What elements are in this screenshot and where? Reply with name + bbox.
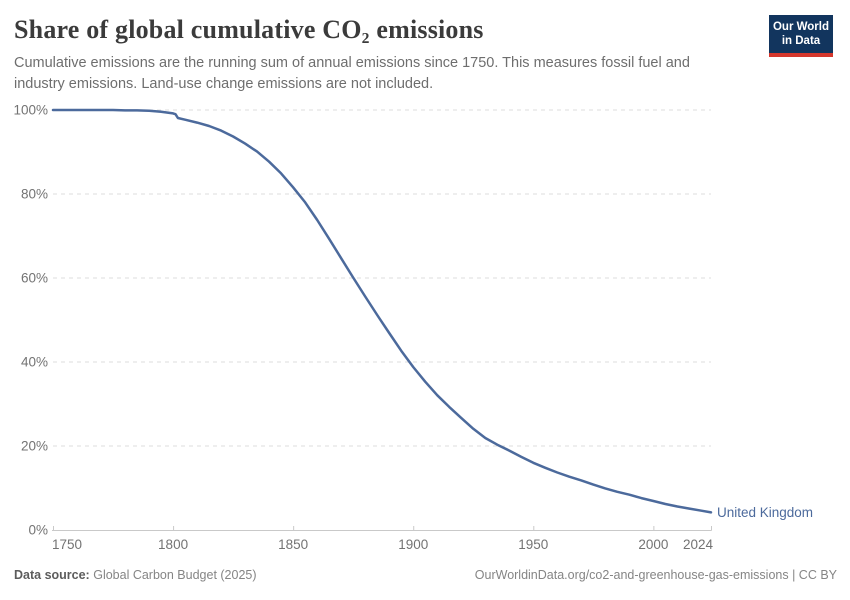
x-axis-tick-label-1950: 1950 bbox=[518, 537, 548, 552]
y-axis-tick-label-40: 40% bbox=[21, 355, 48, 370]
y-axis-tick-label-100: 100% bbox=[13, 103, 48, 118]
y-axis-tick-label-20: 20% bbox=[21, 439, 48, 454]
page-title: Share of global cumulative CO₂ emissions bbox=[14, 15, 484, 44]
page-subtitle: Cumulative emissions are the running sum… bbox=[14, 55, 690, 93]
owid-logo-line2: in Data bbox=[781, 35, 821, 48]
y-axis-tick-label-0: 0% bbox=[28, 523, 48, 538]
series-line-united-kingdom bbox=[51, 108, 713, 514]
owid-logo-line1: Our World bbox=[772, 21, 829, 33]
x-axis-tick-label-1900: 1900 bbox=[398, 537, 428, 552]
x-axis-tick-label-1850: 1850 bbox=[278, 537, 308, 552]
credit-link[interactable]: OurWorldinData.org/co2-and-greenhouse-ga… bbox=[474, 568, 837, 582]
x-axis-tick-label-2024: 2024 bbox=[683, 537, 714, 552]
x-axis-tick-label-1750: 1750 bbox=[52, 537, 82, 552]
y-axis-tick-label-80: 80% bbox=[21, 187, 48, 202]
x-axis-tick-label-2000: 2000 bbox=[638, 537, 668, 552]
series-label-united-kingdom: United Kingdom bbox=[717, 505, 813, 520]
data-source-value: Global Carbon Budget (2025) bbox=[93, 568, 257, 582]
owid-logo[interactable]: Our World in Data bbox=[769, 15, 833, 57]
data-source-label: Data source: bbox=[14, 568, 90, 582]
y-axis-tick-label-60: 60% bbox=[21, 271, 48, 286]
data-source: Data source: Global Carbon Budget (2025) bbox=[14, 568, 257, 582]
x-axis-tick-label-1800: 1800 bbox=[158, 537, 188, 552]
